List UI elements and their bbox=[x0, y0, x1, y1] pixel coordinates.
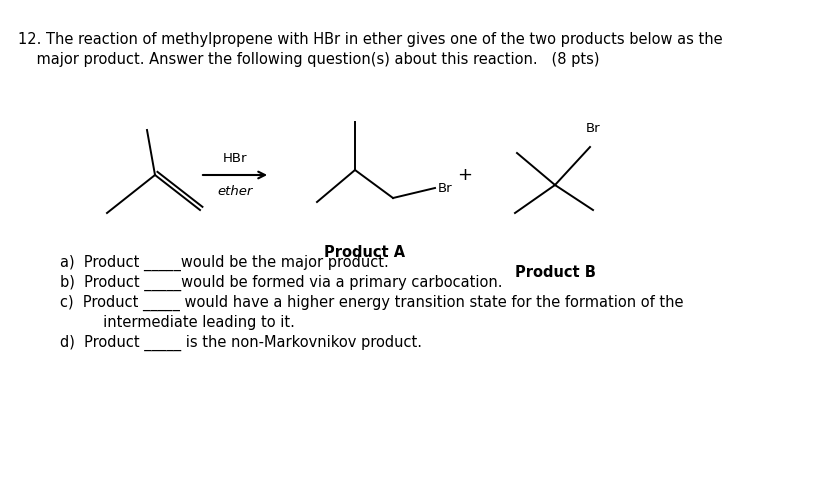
Text: Product B: Product B bbox=[514, 265, 596, 280]
Text: d)  Product _____ is the non-Markovnikov product.: d) Product _____ is the non-Markovnikov … bbox=[60, 335, 422, 351]
Text: intermediate leading to it.: intermediate leading to it. bbox=[80, 315, 295, 330]
Text: major product. Answer the following question(s) about this reaction.   (8 pts): major product. Answer the following ques… bbox=[18, 52, 599, 67]
Text: HBr: HBr bbox=[223, 152, 248, 165]
Text: +: + bbox=[458, 166, 473, 184]
Text: Br: Br bbox=[586, 122, 600, 135]
Text: c)  Product _____ would have a higher energy transition state for the formation : c) Product _____ would have a higher ene… bbox=[60, 295, 684, 311]
Text: 12. The reaction of methylpropene with HBr in ether gives one of the two product: 12. The reaction of methylpropene with H… bbox=[18, 32, 723, 47]
Text: Product A: Product A bbox=[324, 245, 406, 260]
Text: ether: ether bbox=[218, 185, 253, 198]
Text: b)  Product _____would be formed via a primary carbocation.: b) Product _____would be formed via a pr… bbox=[60, 275, 503, 291]
Text: Br: Br bbox=[438, 181, 453, 194]
Text: a)  Product _____would be the major product.: a) Product _____would be the major produ… bbox=[60, 255, 389, 271]
